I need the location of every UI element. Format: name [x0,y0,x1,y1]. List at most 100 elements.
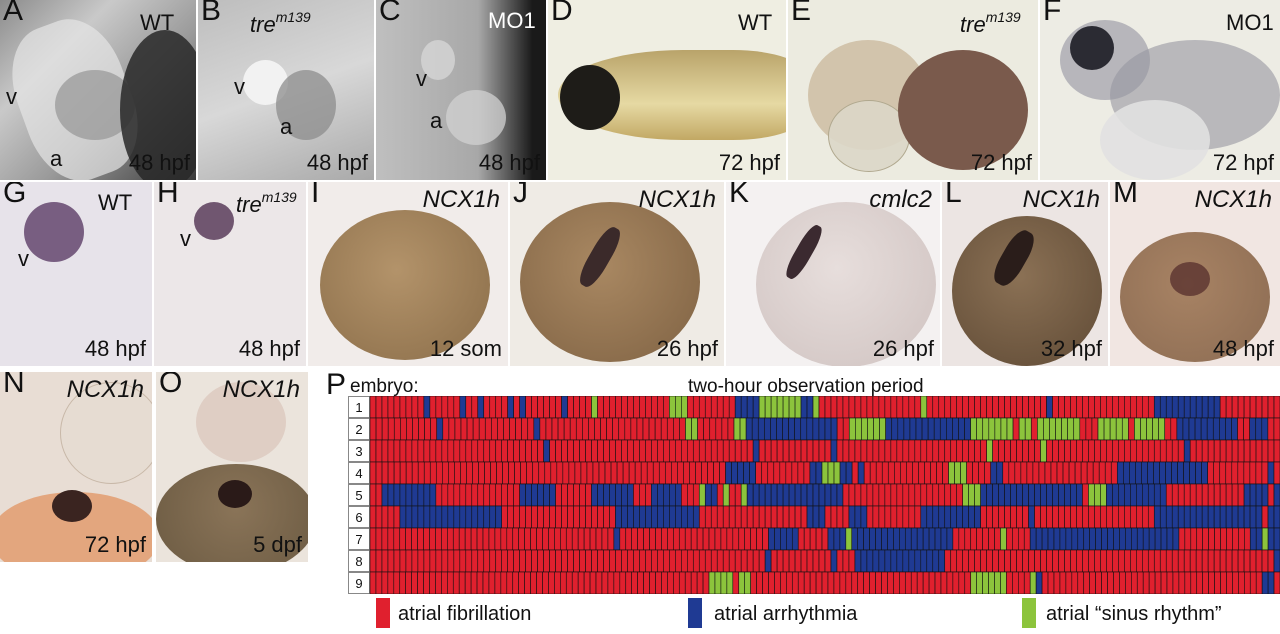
grid-cell [483,439,491,463]
grid-cell [776,549,784,573]
grid-cell [758,549,766,573]
grid-cell [1177,396,1185,419]
grid-cell [423,527,430,551]
rhythm-grid: 1 2 3 4 5 6 7 8 9 [348,396,1280,594]
grid-cell [833,527,841,551]
grid-cell [827,571,835,594]
grid-cell [1153,483,1161,507]
grid-cell [1219,505,1227,529]
grid-cell [663,505,670,529]
grid-cell [1112,483,1119,507]
panel-letter: O [159,372,183,399]
grid-cell [695,461,702,485]
grid-cell [962,396,969,419]
grid-cell [1028,483,1035,507]
grid-cell [803,571,811,594]
grid-cell [1249,417,1257,441]
grid-cell [776,505,784,529]
grid-cell [1142,396,1149,419]
grid-cell [1101,527,1108,551]
grid-cell [375,505,383,529]
grid-cell [1189,439,1197,463]
legend-label-fibrillation: atrial fibrillation [398,603,532,625]
grid-cell [894,461,901,485]
grid-cell [1100,396,1107,419]
grid-cell [899,571,906,594]
grid-cell [758,439,766,463]
row-label: 1 [355,400,362,415]
grid-cell [726,571,734,594]
rhythm-grid-svg: 1 2 3 4 5 6 7 8 9 [348,396,1280,594]
grid-cell [1177,483,1185,507]
grid-cell [812,483,820,507]
grid-cell [601,527,609,551]
grid-cell [1231,417,1238,441]
grid-cell [515,417,522,441]
grid-cell [1152,417,1159,441]
grid-cell [891,417,899,441]
grid-cell [640,461,648,485]
grid-cell [986,483,993,507]
grid-cell [549,396,556,419]
grid-cell [744,527,751,551]
grid-cell [1237,483,1245,507]
grid-cell [958,571,966,594]
grid-cell [411,461,419,485]
grid-cell [1130,549,1137,573]
grid-cell [441,439,449,463]
grid-cell [1106,505,1113,529]
grid-cell [731,461,738,485]
grid-cell [1079,417,1087,441]
grid-cell [393,396,401,419]
grid-cell [478,417,486,441]
grid-cell [412,417,419,441]
grid-cell [899,527,906,551]
grid-cell [1190,571,1198,594]
grid-cell [944,549,952,573]
grid-cell [854,505,862,529]
grid-cell [1148,527,1156,551]
grid-cell [1107,571,1114,594]
grid-cell [842,549,850,573]
grid-cell [1243,417,1250,441]
grid-cell [1146,417,1153,441]
grid-cell [893,527,900,551]
atrium-shape [276,70,336,140]
grid-cell [1153,549,1161,573]
grid-cell [1214,571,1221,594]
grid-cell [506,571,514,594]
grid-cell [1118,396,1125,419]
grid-cell [1070,483,1077,507]
grid-cell [1100,505,1107,529]
grid-cell [375,417,383,441]
grid-cell [1098,461,1106,485]
grid-cell [501,396,508,419]
grid-cell [938,439,946,463]
grid-cell [1070,439,1077,463]
grid-cell [692,396,700,419]
grid-cell [483,549,491,573]
grid-cell [722,505,730,529]
grid-cell [612,417,620,441]
grid-cell [860,439,868,463]
grid-cell [830,549,838,573]
grid-cell [968,396,975,419]
grid-cell [848,396,856,419]
grid-cell [464,571,472,594]
panel-letter: B [201,0,222,27]
grid-cell [1000,527,1007,551]
grid-cell [1164,417,1172,441]
grid-cell [1213,439,1221,463]
grid-cell [681,439,688,463]
grid-cell [1046,396,1053,419]
grid-cell [478,461,485,485]
grid-cell [1243,505,1251,529]
grid-cell [417,505,425,529]
grid-cell [597,549,604,573]
grid-cell [667,571,674,594]
grid-cell [958,417,965,441]
grid-cell [405,527,412,551]
grid-cell [537,396,544,419]
grid-cell [453,439,461,463]
grid-cell [746,396,754,419]
